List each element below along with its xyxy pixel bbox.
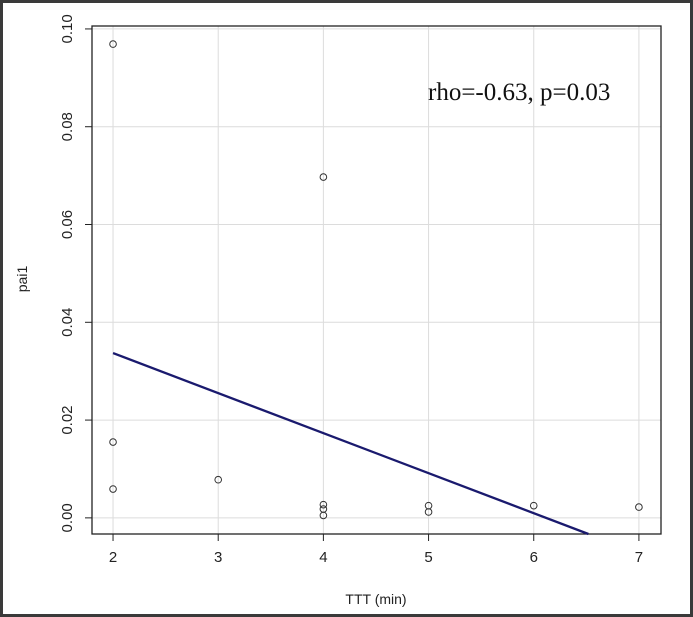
data-point: [635, 503, 643, 511]
data-point: [214, 475, 223, 484]
x-tick-label: 7: [635, 549, 643, 566]
data-points: [109, 40, 643, 520]
x-tick-label: 6: [530, 549, 538, 566]
grid: [92, 26, 661, 534]
data-point: [109, 40, 117, 48]
correlation-annotation: rho=-0.63, p=0.03: [428, 79, 610, 106]
y-axis: 0.00 0.02 0.04 0.06 0.08 0.10: [59, 14, 92, 532]
data-point: [109, 438, 117, 446]
x-axis-label: TTT (min): [345, 591, 406, 607]
y-axis-label: pai1: [14, 266, 30, 293]
regression-line: [112, 352, 589, 536]
y-tick-label: 0.02: [59, 405, 76, 434]
y-tick-label: 0.00: [59, 503, 76, 532]
y-tick-label: 0.08: [59, 112, 76, 141]
data-point: [319, 173, 328, 181]
y-tick-label: 0.04: [59, 308, 76, 337]
y-tick-label: 0.06: [59, 210, 76, 239]
x-axis: 2 3 4 5 6 7: [109, 534, 643, 566]
x-tick-label: 5: [424, 549, 432, 566]
data-point: [109, 485, 117, 493]
x-tick-label: 2: [109, 549, 117, 566]
plot-box: [91, 25, 662, 535]
x-tick-label: 4: [319, 549, 327, 566]
data-point: [424, 508, 433, 516]
data-point: [319, 500, 328, 509]
data-point: [529, 501, 538, 510]
x-tick-label: 3: [214, 549, 222, 566]
y-tick-label: 0.10: [59, 14, 76, 43]
data-point: [319, 511, 328, 520]
